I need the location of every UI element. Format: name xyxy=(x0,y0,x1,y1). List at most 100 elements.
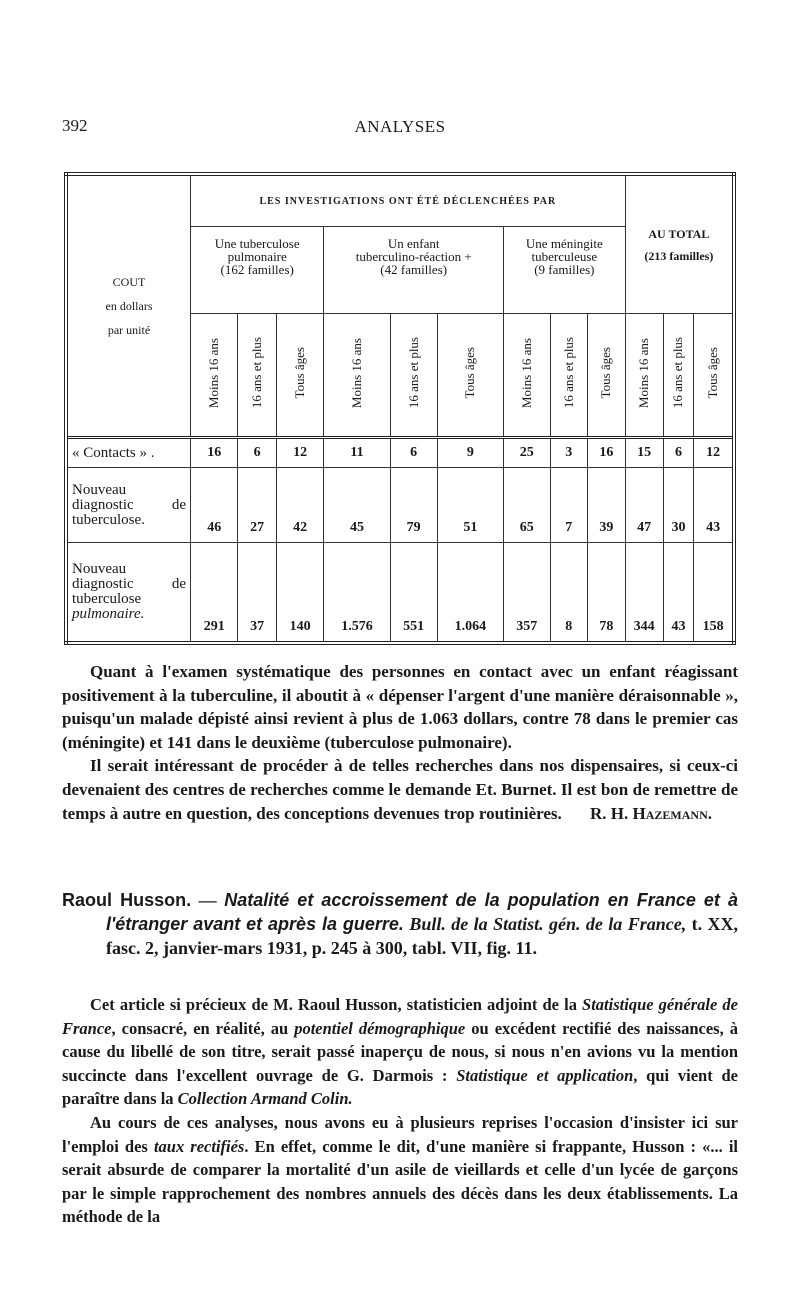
text-block: Quant à l'examen systématique des person… xyxy=(62,660,738,825)
group-heading: Un enfant tuberculino-réaction + (42 famil… xyxy=(323,226,505,314)
subcolumn-cell: Moins 16 ans xyxy=(189,313,239,439)
paragraph-text: Collection Armand Colin. xyxy=(177,1089,353,1109)
paragraph: Au cours de ces analyses, nous avons eu … xyxy=(62,1111,738,1229)
paragraph-text: Il serait intéressant de procéder à de t… xyxy=(62,756,738,823)
value-cell: 140 xyxy=(275,542,325,643)
subcolumn-cell: Tous âges xyxy=(693,313,735,439)
value-cell: 551 xyxy=(389,542,438,643)
paragraph-text: Cet article si précieux de M. Raoul Huss… xyxy=(90,995,583,1014)
value-cell: 47 xyxy=(624,467,664,543)
subcolumn-cell: Moins 16 ans xyxy=(624,313,664,439)
value-cell: 9 xyxy=(436,437,505,468)
group-line: (42 familles) xyxy=(380,262,448,277)
paragraph: Cet article si précieux de M. Raoul Huss… xyxy=(62,993,738,1111)
subcolumn-cell: Tous âges xyxy=(275,313,325,439)
value-cell: 12 xyxy=(275,437,325,468)
paragraph-text: Statistique et application xyxy=(456,1065,634,1085)
corner-line: en dollars xyxy=(105,299,153,313)
subcolumn-label: 16 ans et plus xyxy=(670,337,686,409)
group-line: tuberculeuse xyxy=(531,249,598,264)
group-line: (9 familles) xyxy=(534,262,595,277)
row-label-part: « Contacts » . xyxy=(72,444,155,461)
row-label: Nouveau diagnostic de tuberculose. xyxy=(65,467,191,543)
group-line: Une méningite xyxy=(525,236,603,251)
span-heading: LES INVESTIGATIONS ONT ÉTÉ DÉCLENCHÉES P… xyxy=(190,173,626,227)
value-cell: 15 xyxy=(624,437,664,468)
total-line: AU TOTAL xyxy=(648,226,710,241)
subcolumn-cell: Moins 16 ans xyxy=(503,313,551,439)
signature: R. H. Hazemann. xyxy=(590,803,712,823)
value-cell: 27 xyxy=(237,467,277,543)
row-label: Nouveau diagnostic de tuberculose pulmon… xyxy=(65,542,191,643)
value-cell: 1.576 xyxy=(323,542,391,643)
ref-author: Raoul Husson. xyxy=(62,890,192,910)
value-cell: 37 xyxy=(237,542,277,643)
group-line: tuberculino-réaction + xyxy=(355,249,472,264)
total-heading: AU TOTAL (213 familles) xyxy=(624,173,735,314)
reference: Raoul Husson. — Natalité et accroissemen… xyxy=(62,888,738,960)
row-label-part: Nouveau diagnostic de tuberculose. xyxy=(72,481,186,528)
page-number: 392 xyxy=(62,116,88,135)
value-cell: 6 xyxy=(237,437,277,468)
paragraph-text: . En effet, comme le dit, d'une manière … xyxy=(62,1136,738,1227)
table-row: Nouveau diagnostic de tuberculose. 46 27 42… xyxy=(65,467,735,543)
ref-dash: — xyxy=(191,890,225,910)
value-cell: 39 xyxy=(587,467,626,543)
review-block: Cet article si précieux de M. Raoul Huss… xyxy=(62,993,738,1229)
value-cell: 16 xyxy=(587,437,626,468)
page-title: ANALYSES xyxy=(354,117,446,136)
value-cell: 291 xyxy=(189,542,239,643)
subcolumn-cell: 16 ans et plus xyxy=(237,313,277,439)
value-cell: 30 xyxy=(662,467,695,543)
value-cell: 42 xyxy=(275,467,325,543)
corner-line: par unité xyxy=(107,323,151,337)
group-line: Un enfant xyxy=(387,236,440,251)
value-cell: 12 xyxy=(693,437,735,468)
group-heading: Une méningite tuberculeuse (9 familles) xyxy=(503,226,626,314)
paragraph-text: Statistique générale de France xyxy=(62,995,738,1038)
value-cell: 3 xyxy=(549,437,589,468)
value-cell: 344 xyxy=(624,542,664,643)
paragraph-text: , consacré, en réalité, au xyxy=(111,1018,295,1038)
value-cell: 1.064 xyxy=(436,542,505,643)
group-line: (162 familles) xyxy=(220,262,294,277)
subcolumn-cell: Tous âges xyxy=(436,313,505,439)
subcolumn-label: Moins 16 ans xyxy=(636,337,652,409)
value-cell: 6 xyxy=(389,437,438,468)
subcolumn-cell: 16 ans et plus xyxy=(549,313,589,439)
corner-cell: COUT en dollars par unité xyxy=(65,173,191,439)
paragraph-text: Au cours de ces analyses, nous avons eu … xyxy=(62,1112,738,1156)
value-cell: 46 xyxy=(189,467,239,543)
group-heading: Une tuberculose pulmonaire (162 familles) xyxy=(189,226,325,314)
subcolumn-label: Moins 16 ans xyxy=(518,337,534,409)
subcolumn-cell: Tous âges xyxy=(587,313,626,439)
cost-table: COUT en dollars par unité LES INVESTIGAT… xyxy=(64,172,736,645)
subcolumn-label: Tous âges xyxy=(598,347,614,399)
value-cell: 51 xyxy=(436,467,505,543)
value-cell: 78 xyxy=(587,542,626,643)
subcolumn-label: 16 ans et plus xyxy=(249,337,265,409)
row-label: « Contacts » . xyxy=(65,437,191,468)
subcolumn-label: Tous âges xyxy=(705,347,721,399)
value-cell: 79 xyxy=(389,467,438,543)
subcolumn-label: Tous âges xyxy=(462,347,478,399)
ref-title: Natalité et accroissement de la populati… xyxy=(106,890,738,934)
ref-journal: Bull. de la Statist. gén. de la France, xyxy=(403,914,687,934)
subcolumn-cell: Moins 16 ans xyxy=(323,313,391,439)
total-line: (213 familles) xyxy=(644,248,714,263)
value-cell: 43 xyxy=(662,542,695,643)
value-cell: 7 xyxy=(549,467,589,543)
paragraph-text: taux rectifiés xyxy=(153,1136,245,1156)
subcolumn-cell: 16 ans et plus xyxy=(389,313,438,439)
value-cell: 8 xyxy=(549,542,589,643)
row-label-part: Nouveau diagnostic de tuberculose xyxy=(72,560,186,607)
value-cell: 6 xyxy=(662,437,695,468)
value-cell: 158 xyxy=(693,542,735,643)
subcolumn-label: Moins 16 ans xyxy=(349,337,364,409)
value-cell: 16 xyxy=(189,437,239,468)
group-line: Une tuberculose xyxy=(214,236,300,251)
value-cell: 25 xyxy=(503,437,551,468)
row-label-part: pulmonaire. xyxy=(72,605,145,622)
value-cell: 11 xyxy=(323,437,391,468)
subcolumn-label: Tous âges xyxy=(292,347,308,399)
